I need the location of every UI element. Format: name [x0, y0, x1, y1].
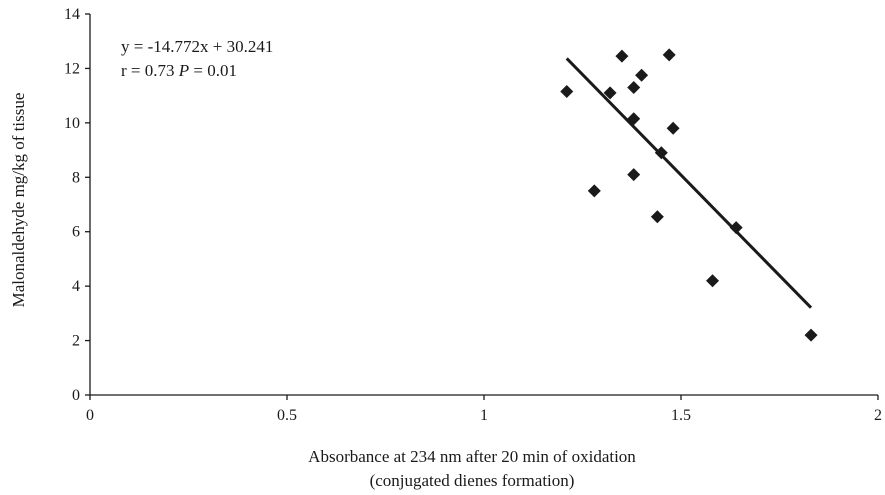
x-tick-label: 0.5: [277, 407, 297, 424]
x-axis-title-line2: (conjugated dienes formation): [370, 471, 575, 490]
trendline: [565, 57, 813, 309]
equation-annotation: y = -14.772x + 30.241: [121, 37, 273, 56]
y-tick-label: 8: [72, 169, 80, 186]
x-tick-label: 1: [480, 407, 488, 424]
y-ticks: 0 2 4 6 8 10 12 14: [64, 6, 90, 404]
y-tick-label: 14: [64, 6, 80, 23]
data-point-diamond: [560, 85, 574, 99]
x-ticks: 0 0.5 1 1.5 2: [86, 395, 882, 424]
y-tick-label: 4: [72, 278, 80, 295]
x-axis-title: Absorbance at 234 nm after 20 min of oxi…: [308, 447, 636, 466]
x-tick-label: 1.5: [671, 407, 691, 424]
data-point-diamond: [627, 168, 641, 182]
stats-r: r = 0.73: [121, 61, 179, 80]
y-axis-title: Malonaldehyde mg/kg of tissue: [9, 93, 28, 308]
data-point-diamond: [627, 80, 641, 94]
y-tick-label: 6: [72, 224, 80, 241]
data-point-diamond: [729, 221, 743, 235]
data-point-diamond: [587, 184, 601, 198]
data-point-diamond: [615, 49, 629, 63]
x-tick-label: 2: [874, 407, 882, 424]
y-tick-label: 10: [64, 115, 80, 132]
data-point-diamond: [706, 274, 720, 288]
data-point-diamond: [635, 68, 649, 82]
data-point-diamond: [650, 210, 664, 224]
stats-annotation: r = 0.73 P = 0.01: [121, 61, 237, 80]
data-point-diamond: [804, 328, 818, 342]
y-tick-label: 12: [64, 60, 80, 77]
y-tick-label: 0: [72, 387, 80, 404]
stats-p-symbol: P: [178, 61, 189, 80]
data-point-diamond: [666, 121, 680, 135]
y-tick-label: 2: [72, 333, 80, 350]
data-point-diamond: [662, 48, 676, 62]
x-tick-label: 0: [86, 407, 94, 424]
stats-p-value: = 0.01: [189, 61, 237, 80]
data-point-diamond: [603, 86, 617, 100]
